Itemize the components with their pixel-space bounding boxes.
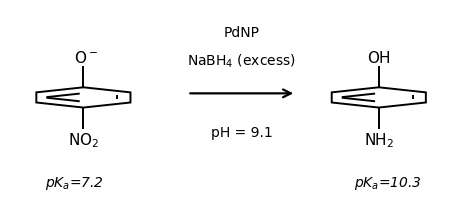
Text: NH$_2$: NH$_2$ [364,130,394,149]
Text: p$K_a$=10.3: p$K_a$=10.3 [354,174,422,191]
Text: NO$_2$: NO$_2$ [68,130,99,149]
Text: p$K_a$=7.2: p$K_a$=7.2 [45,174,103,191]
Text: OH: OH [367,51,391,65]
Text: O$^-$: O$^-$ [74,50,98,65]
Text: PdNP: PdNP [224,26,260,40]
Text: NaBH$_4$ (excess): NaBH$_4$ (excess) [187,53,296,70]
Text: pH = 9.1: pH = 9.1 [211,125,273,139]
